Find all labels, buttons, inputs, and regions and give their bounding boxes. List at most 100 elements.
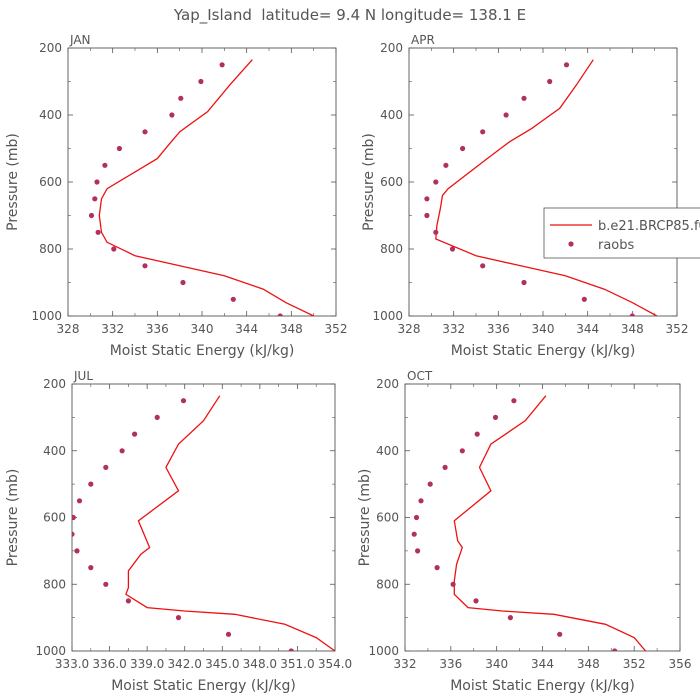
raobs-point <box>76 498 83 504</box>
raobs-point <box>415 548 421 554</box>
raobs-point <box>418 498 424 504</box>
plot-frame <box>408 47 678 317</box>
x-tick-label: 336 <box>146 322 169 336</box>
raobs-point <box>169 112 175 118</box>
y-tick-label: 800 <box>376 577 399 591</box>
x-tick-label: 354.0 <box>318 657 352 671</box>
x-tick-label: 332 <box>101 322 124 336</box>
x-tick-label: 340 <box>191 322 214 336</box>
x-tick-label: 339.0 <box>130 657 164 671</box>
x-tick-label: 352 <box>666 322 689 336</box>
raobs-point <box>178 95 184 101</box>
y-tick-label: 400 <box>43 444 66 458</box>
raobs-point <box>492 414 499 420</box>
plot-data <box>424 59 658 316</box>
x-axis-label: Moist Static Energy (kJ/kg) <box>450 678 635 694</box>
raobs-point <box>433 179 439 185</box>
y-tick-label: 400 <box>376 444 399 458</box>
raobs-point <box>521 279 527 286</box>
plot-data <box>72 395 335 651</box>
raobs-point <box>411 531 417 537</box>
chart-panel-jul: JUL 333.0 336.0 339.0 342.0 345.0 348.0 351.0 35… <box>5 369 352 694</box>
x-axis-label: Moist Static Energy (kJ/kg) <box>110 343 295 359</box>
x-tick-label: 348 <box>621 322 644 336</box>
y-axis-label: Pressure (mb) <box>357 469 373 567</box>
raobs-point <box>180 279 186 286</box>
panel-title: JAN <box>69 33 91 47</box>
raobs-point <box>92 196 98 202</box>
x-tick-label: 351.0 <box>280 657 314 671</box>
model-line-series <box>125 395 335 651</box>
chart-panel-jan: JAN 328 332 336 340 344 348 352 200 400 600 800 1000… <box>5 33 347 359</box>
raobs-point <box>557 631 563 637</box>
raobs-point <box>480 263 486 269</box>
y-tick-label: 800 <box>39 242 62 256</box>
raobs-point <box>103 464 109 470</box>
raobs-point <box>142 129 148 135</box>
x-tick-label: 345.0 <box>205 657 239 671</box>
x-tick-label: 336 <box>487 322 510 336</box>
raobs-point <box>219 62 225 68</box>
y-tick-label: 200 <box>39 41 62 55</box>
legend-box <box>543 207 700 259</box>
figure-title: Yap_Island latitude= 9.4 N longitude= 13… <box>173 6 526 25</box>
raobs-point <box>103 581 109 587</box>
raobs-point <box>111 246 117 252</box>
x-tick-label: 328 <box>398 322 421 336</box>
raobs-point <box>427 481 433 487</box>
raobs-point <box>225 631 232 637</box>
y-tick-label: 400 <box>380 108 403 122</box>
y-tick-label: 1000 <box>35 644 66 658</box>
raobs-point <box>503 112 509 118</box>
raobs-point <box>521 95 527 101</box>
raobs-point <box>511 398 517 404</box>
y-axis-label: Pressure (mb) <box>361 133 377 231</box>
y-tick-label: 600 <box>43 511 66 525</box>
y-tick-label: 800 <box>43 577 66 591</box>
legend-model-label: b.e21.BRCP85.f09 <box>598 219 700 234</box>
raobs-point <box>480 129 486 135</box>
x-tick-label: 333.0 <box>55 657 89 671</box>
raobs-point <box>473 598 479 604</box>
panel-title: JUL <box>73 369 93 383</box>
x-tick-label: 356 <box>669 657 692 671</box>
y-tick-label: 200 <box>376 377 399 391</box>
raobs-point <box>95 229 101 235</box>
raobs-point <box>154 414 160 420</box>
plot-frame <box>404 383 681 652</box>
legend: b.e21.BRCP85.f09 raobs <box>543 207 700 259</box>
raobs-point <box>288 648 294 651</box>
model-line-series <box>98 59 314 316</box>
x-tick-label: 340 <box>485 657 508 671</box>
raobs-point <box>277 313 283 316</box>
raobs-point <box>424 196 430 202</box>
x-tick-label: 328 <box>57 322 80 336</box>
raobs-point <box>88 212 95 219</box>
raobs-point <box>132 431 138 437</box>
x-tick-label: 352 <box>623 657 646 671</box>
x-axis-label: Moist Static Energy (kJ/kg) <box>451 343 636 359</box>
y-axis-label: Pressure (mb) <box>5 133 21 231</box>
panel-title: APR <box>411 33 435 47</box>
raobs-point <box>507 615 513 621</box>
raobs-point <box>449 246 456 252</box>
y-tick-label: 600 <box>39 175 62 189</box>
panel-title: OCT <box>407 369 433 383</box>
raobs-point <box>125 598 131 604</box>
chart-panel-apr: APR 328 332 336 340 344 348 352 200 400 600 800 1000… <box>361 33 688 359</box>
x-tick-label: 332 <box>394 657 417 671</box>
y-tick-label: 600 <box>376 511 399 525</box>
chart-panel-oct: OCT 332 336 340 344 348 352 356 200 400 600 800 1000… <box>357 369 691 694</box>
raobs-point <box>72 531 75 537</box>
x-tick-label: 348 <box>577 657 600 671</box>
raobs-point <box>88 565 94 571</box>
x-tick-label: 348.0 <box>243 657 277 671</box>
x-tick-label: 340 <box>532 322 555 336</box>
raobs-point <box>175 615 182 621</box>
raobs-point <box>119 448 125 454</box>
raobs-point <box>442 464 448 470</box>
raobs-point <box>474 431 480 437</box>
raobs-point <box>612 648 618 651</box>
plot-frame <box>71 383 336 652</box>
